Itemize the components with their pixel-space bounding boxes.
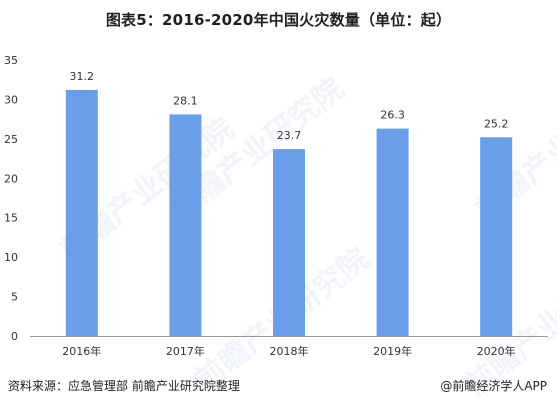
- footer: 资料来源：应急管理部 前瞻产业研究院整理 @前瞻经济学人APP: [0, 374, 557, 406]
- x-tick-label-1: 2016年: [62, 344, 101, 358]
- y-tick-label: 20: [4, 172, 18, 185]
- data-label-1: 31.2: [70, 70, 95, 83]
- bar-3: [273, 149, 305, 336]
- y-axis: 0 5 10 15 20 25 30 35: [4, 54, 18, 343]
- bar-chart: 0 5 10 15 20 25 30 35 31.2 28.1 23.7 26.3 25.2 2016…: [4, 54, 548, 358]
- y-tick-label: 25: [4, 133, 18, 146]
- chart-title: 图表5：2016-2020年中国火灾数量（单位：起）: [105, 11, 452, 29]
- bars: [65, 89, 513, 336]
- bar-1: [65, 89, 98, 336]
- bar-2: [169, 114, 202, 336]
- y-tick-label: 35: [4, 54, 18, 67]
- brand-credit: @前瞻经济学人APP: [440, 379, 547, 393]
- data-label-5: 25.2: [484, 117, 509, 130]
- data-label-4: 26.3: [380, 109, 405, 122]
- y-tick-label: 30: [4, 93, 18, 106]
- bar-4: [376, 128, 409, 336]
- bar-5: [480, 137, 513, 336]
- data-label-3: 23.7: [277, 129, 302, 142]
- x-tick-label-5: 2020年: [477, 344, 516, 358]
- x-axis: 2016年 2017年 2018年 2019年 2020年: [30, 336, 548, 358]
- data-labels: 31.2 28.1 23.7 26.3 25.2: [70, 70, 509, 142]
- y-tick-label: 10: [4, 251, 18, 264]
- y-tick-label: 5: [11, 291, 18, 304]
- data-label-2: 28.1: [173, 94, 198, 107]
- x-tick-label-4: 2019年: [373, 344, 412, 358]
- x-tick-label-2: 2017年: [166, 344, 205, 358]
- source-note: 资料来源：应急管理部 前瞻产业研究院整理: [8, 379, 240, 393]
- y-tick-label: 15: [4, 212, 18, 225]
- x-tick-label-3: 2018年: [270, 344, 309, 358]
- y-tick-label: 0: [11, 330, 18, 343]
